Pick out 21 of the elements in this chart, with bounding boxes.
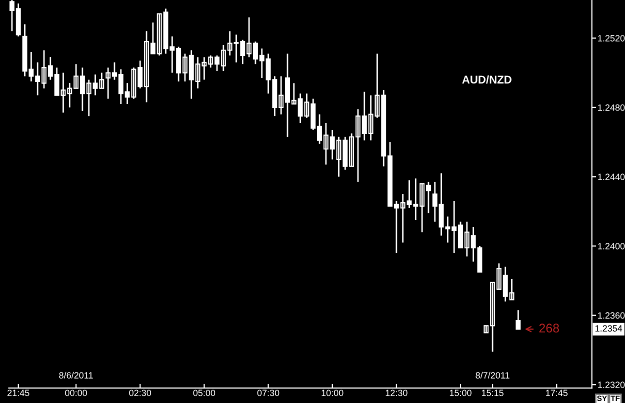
y-tick-label: 1.2360	[598, 312, 625, 319]
x-tick-label: 12:30	[386, 390, 408, 396]
y-tick-label: 1.2520	[598, 35, 625, 42]
y-tick-label: 1.2440	[598, 174, 625, 180]
x-tick-label: 15:15	[482, 390, 504, 396]
annotation: 8/7/2011	[476, 372, 510, 379]
x-tick-label: 17:45	[546, 390, 568, 396]
text: 1.2354	[595, 325, 622, 332]
text: AUD/NZD	[462, 75, 512, 84]
x-tick-label: 05:00	[193, 390, 216, 396]
y-tick-label: 1.2320	[598, 382, 625, 388]
x-tick-label: 15:00	[450, 390, 472, 396]
x-tick-label: 00:00	[65, 390, 87, 396]
x-tick-label: 02:30	[129, 390, 152, 396]
annotation: 268	[539, 324, 559, 333]
y-tick-label: 1.2480	[598, 104, 625, 111]
x-tick-label: 10:00	[322, 390, 344, 396]
x-tick-label: 21:45	[8, 390, 30, 396]
annotation: 8/6/2011	[59, 372, 93, 379]
x-tick-label: 07:30	[257, 390, 280, 396]
y-tick-label: 1.2400	[598, 242, 625, 250]
